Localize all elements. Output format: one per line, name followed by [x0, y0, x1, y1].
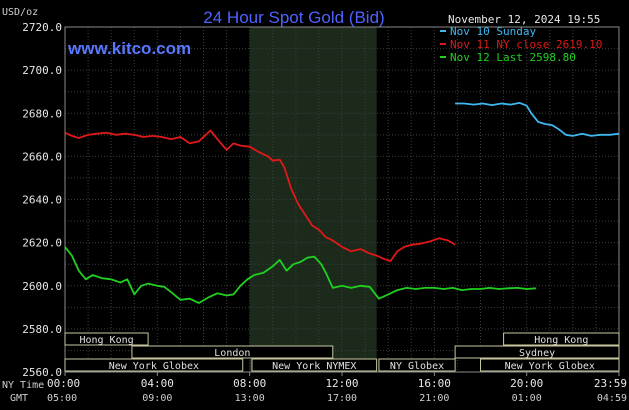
- session-bar: [503, 332, 620, 346]
- timestamp: November 12, 2024 19:55: [448, 13, 600, 26]
- y-tick-label: 2600.0: [22, 280, 62, 293]
- x-row-label-gmt: GMT: [10, 393, 28, 404]
- y-axis-ticks: 2720.0 2700.0 2680.0 2660.0 2640.0 2620.0 2600…: [22, 21, 62, 379]
- x-row-label-ny: NY Time: [2, 380, 44, 391]
- x-axis-ticks: 00:00 05:00 04:00 09:00 08:00 13:00 12:00 17:00…: [47, 372, 627, 404]
- series-line-2: [64, 129, 456, 262]
- session-bar: [480, 358, 620, 372]
- y-tick-label: 2560.0: [22, 366, 62, 379]
- x-tick-gmt: 13:00: [235, 393, 265, 404]
- session-bar: [454, 345, 620, 359]
- x-tick-gmt: 01:00: [512, 393, 542, 404]
- highlight-band: [249, 27, 377, 372]
- x-tick-gmt: 17:00: [327, 393, 357, 404]
- x-tick-ny: 20:00: [510, 377, 543, 390]
- legend-entry: Nov 11 NY close 2619.10: [450, 38, 602, 51]
- x-tick-ny: 16:00: [418, 377, 451, 390]
- y-tick-label: 2720.0: [22, 21, 62, 34]
- session-label: NY Globex: [390, 361, 444, 372]
- x-tick-gmt: 09:00: [142, 393, 172, 404]
- x-tick-gmt: 21:00: [419, 393, 449, 404]
- site-label: www.kitco.com: [67, 39, 191, 58]
- session-label: London: [214, 348, 250, 359]
- session-bar: [251, 358, 378, 372]
- series-line-1: [455, 102, 620, 137]
- y-tick-label: 2660.0: [22, 150, 62, 163]
- y-tick-label: 2580.0: [22, 323, 62, 336]
- session-bar: [64, 358, 244, 372]
- y-tick-label: 2620.0: [22, 237, 62, 250]
- x-tick-ny: 00:00: [47, 377, 80, 390]
- x-tick-ny: 23:59: [594, 377, 627, 390]
- session-label: Hong Kong: [79, 335, 133, 346]
- x-tick-ny: 08:00: [233, 377, 266, 390]
- y-tick-label: 2680.0: [22, 107, 62, 120]
- market-sessions: Hong Kong London New York Globex New York N…: [64, 332, 620, 372]
- x-tick-ny: 12:00: [325, 377, 358, 390]
- y-unit-label: USD/oz: [2, 7, 38, 18]
- session-label: New York Globex: [505, 361, 595, 372]
- x-tick-ny: 04:00: [141, 377, 174, 390]
- y-tick-label: 2700.0: [22, 64, 62, 77]
- session-label: New York NYMEX: [272, 361, 356, 372]
- x-tick-gmt: 05:00: [47, 393, 77, 404]
- session-label: Sydney: [519, 348, 555, 359]
- y-tick-label: 2640.0: [22, 194, 62, 207]
- chart-title: 24 Hour Spot Gold (Bid): [203, 8, 384, 27]
- nymex-highlight: [249, 27, 377, 372]
- session-label: New York Globex: [109, 361, 199, 372]
- series-line-3: [64, 246, 536, 304]
- session-bar: [131, 345, 334, 359]
- session-label: Hong Kong: [534, 335, 588, 346]
- legend-entry: Nov 12 Last 2598.80: [450, 51, 576, 64]
- session-bar: [378, 358, 456, 372]
- series-lines: [64, 102, 620, 304]
- session-bar: [64, 332, 149, 346]
- x-tick-gmt: 04:59: [597, 393, 627, 404]
- legend-entry: Nov 10 Sunday: [450, 25, 536, 38]
